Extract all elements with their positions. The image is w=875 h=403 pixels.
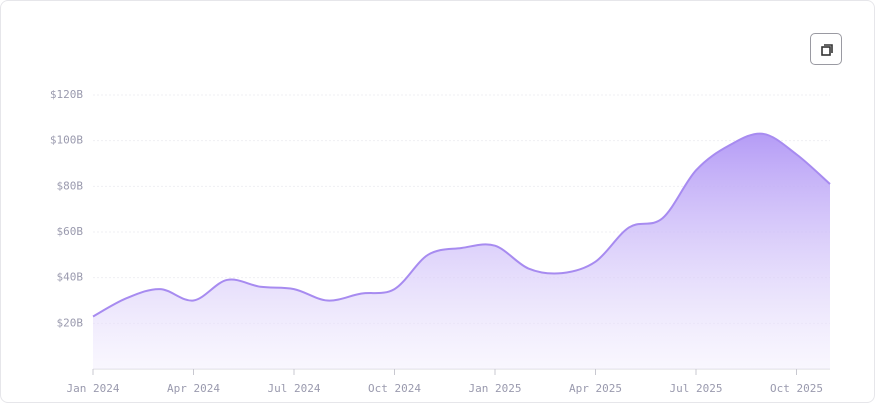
copy-button[interactable]	[810, 33, 842, 65]
area-line	[92, 132, 831, 318]
x-tick-label: Jan 2025	[469, 382, 522, 395]
copy-icon	[821, 44, 833, 56]
x-tick-label: Jul 2025	[670, 382, 723, 395]
y-tick-label: $20B	[57, 316, 84, 329]
x-tick-label: Jan 2024	[67, 382, 120, 395]
area-fill	[93, 133, 830, 369]
y-tick-label: $80B	[57, 179, 84, 192]
x-tick-label: Oct 2024	[368, 382, 421, 395]
y-tick-label: $120B	[50, 88, 83, 101]
y-tick-label: $60B	[57, 225, 84, 238]
x-tick-label: Apr 2024	[167, 382, 220, 395]
y-tick-label: $40B	[57, 271, 84, 284]
x-tick-label: Oct 2025	[770, 382, 823, 395]
x-tick-label: Apr 2025	[569, 382, 622, 395]
y-tick-label: $100B	[50, 134, 83, 147]
x-tick-label: Jul 2024	[268, 382, 321, 395]
